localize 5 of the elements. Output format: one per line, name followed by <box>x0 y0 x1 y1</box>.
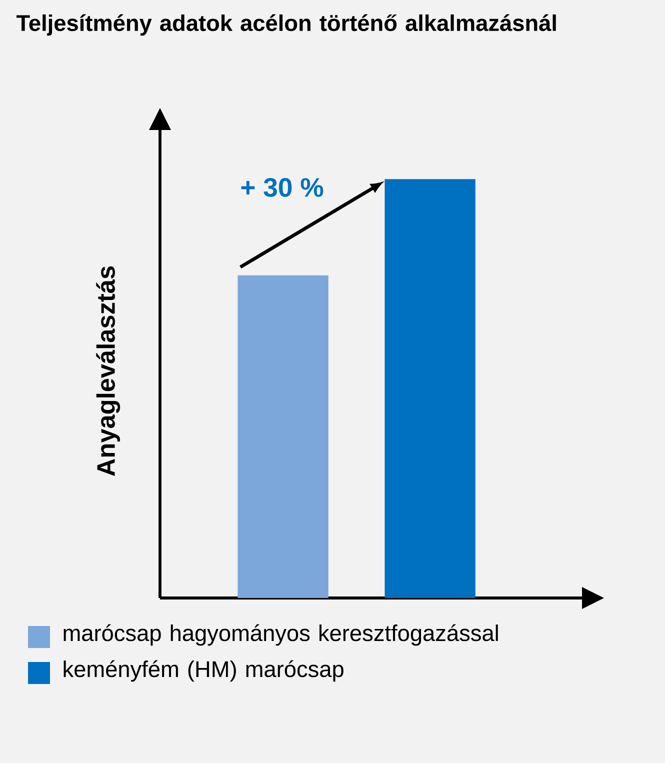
legend-label: marócsap hagyományos keresztfogazással <box>64 624 498 646</box>
y-axis-title: Anyagleválasztás <box>96 266 120 476</box>
legend-label: keményfém (HM) marócsap <box>64 660 344 682</box>
chart-title: Teljesítmény adatok acélon történő alkalmazásnál <box>16 14 556 36</box>
annotation: + 30 % <box>241 178 324 197</box>
